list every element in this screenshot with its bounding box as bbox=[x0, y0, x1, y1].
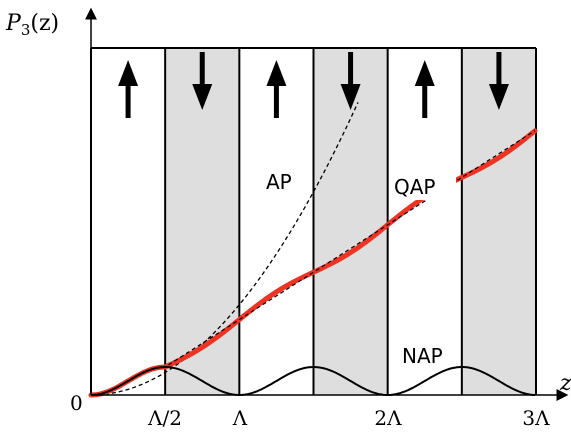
qap-label: QAP bbox=[394, 175, 435, 199]
tick-label-half-lambda: Λ/2 bbox=[147, 406, 182, 430]
nap-curve bbox=[90, 366, 536, 396]
x-axis-label: z bbox=[559, 371, 571, 396]
curve-layer bbox=[88, 102, 538, 398]
polarization-up-arrow bbox=[266, 60, 287, 118]
polarization-up-arrow bbox=[414, 60, 435, 118]
qap-label-bg bbox=[392, 172, 456, 200]
tick-label-lambda: Λ bbox=[232, 406, 248, 430]
domain-layer bbox=[90, 47, 537, 395]
polarization-down-arrow bbox=[192, 52, 213, 110]
nap-label: NAP bbox=[402, 344, 443, 368]
polarization-down-arrow bbox=[340, 52, 361, 110]
ap-label-bg bbox=[262, 168, 312, 194]
ap-curve bbox=[91, 102, 359, 396]
origin-label: 0 bbox=[70, 391, 83, 415]
tick-label-2lambda: 2Λ bbox=[374, 406, 402, 430]
tick-label-3lambda: 3Λ bbox=[522, 406, 550, 430]
polarization-up-arrow bbox=[118, 60, 139, 118]
ap-label: AP bbox=[266, 170, 292, 194]
y-axis-label: P3(z) bbox=[5, 11, 59, 39]
polarization-down-arrow bbox=[488, 52, 509, 110]
